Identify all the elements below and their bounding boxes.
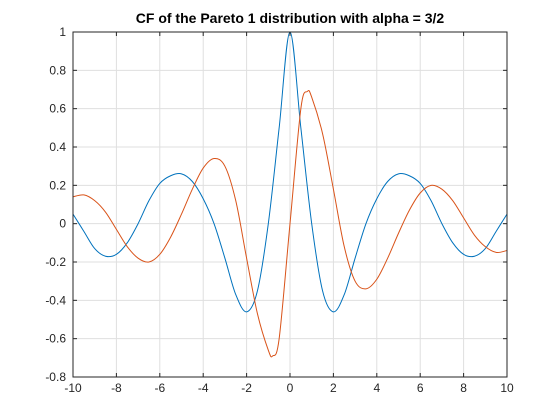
x-tick-label: 10 — [500, 381, 514, 395]
series-line-2 — [72, 90, 508, 358]
y-tick-label: 0.6 — [49, 102, 66, 116]
y-tick-label: 0.2 — [49, 178, 66, 192]
y-tick-label: -0.8 — [45, 370, 66, 384]
x-tick-label: -2 — [241, 381, 252, 395]
axis-ticks — [72, 31, 508, 378]
y-tick-label: 0.4 — [49, 140, 66, 154]
y-tick-label: 1 — [59, 25, 66, 39]
y-tick-label: 0 — [59, 217, 66, 231]
y-tick-label: -0.6 — [45, 332, 66, 346]
x-tick-label: 8 — [460, 381, 467, 395]
x-tick-label: 0 — [287, 381, 294, 395]
x-tick-label: -10 — [64, 381, 82, 395]
chart-title: CF of the Pareto 1 distribution with alp… — [136, 10, 445, 26]
x-tick-label: 2 — [330, 381, 337, 395]
x-tick-labels: -10 -8 -6 -4 -2 0 2 4 6 8 10 — [64, 381, 514, 395]
x-tick-label: -8 — [111, 381, 122, 395]
y-tick-label: -0.2 — [45, 255, 66, 269]
y-tick-label: -0.4 — [45, 293, 66, 307]
x-tick-label: 4 — [373, 381, 380, 395]
x-tick-label: -6 — [154, 381, 165, 395]
x-tick-label: 6 — [417, 381, 424, 395]
x-tick-label: -4 — [198, 381, 209, 395]
y-tick-label: 0.8 — [49, 63, 66, 77]
y-tick-labels: -0.8 -0.6 -0.4 -0.2 0 0.2 0.4 0.6 0.8 1 — [45, 25, 66, 384]
